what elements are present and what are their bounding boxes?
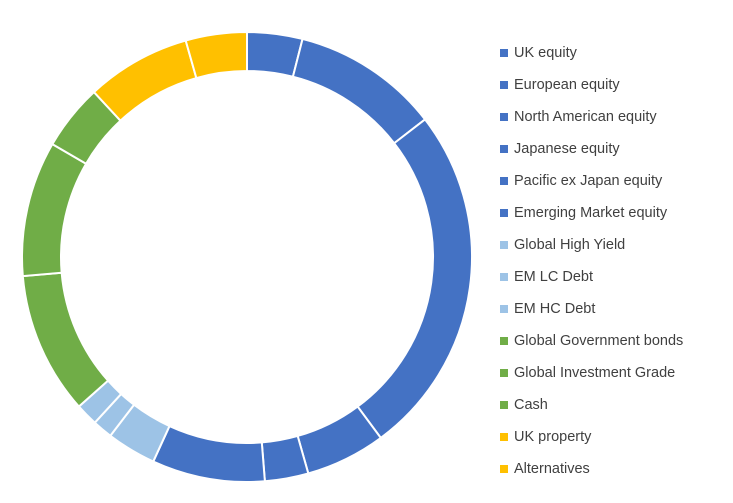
legend-swatch — [500, 113, 508, 121]
legend-label: Cash — [514, 397, 548, 413]
legend-swatch — [500, 81, 508, 89]
legend-swatch — [500, 209, 508, 217]
legend-swatch — [500, 337, 508, 345]
legend-swatch — [500, 369, 508, 377]
legend-label: Global High Yield — [514, 237, 626, 253]
doughnut-segment — [291, 37, 427, 145]
legend-item: EM LC Debt — [500, 261, 683, 293]
legend-item: Alternatives — [500, 453, 683, 485]
legend-item: North American equity — [500, 101, 683, 133]
legend-label: Pacific ex Japan equity — [514, 173, 663, 189]
legend-swatch — [500, 433, 508, 441]
legend-label: Global Government bonds — [514, 333, 684, 349]
legend-item: Japanese equity — [500, 133, 683, 165]
legend-item: UK property — [500, 421, 683, 453]
legend-item: Global High Yield — [500, 229, 683, 261]
legend-item: European equity — [500, 69, 683, 101]
legend-swatch — [500, 145, 508, 153]
legend-item: Cash — [500, 389, 683, 421]
legend-label: EM LC Debt — [514, 269, 593, 285]
legend-swatch — [500, 177, 508, 185]
legend-label: Global Investment Grade — [514, 365, 676, 381]
doughnut-segment — [21, 142, 88, 278]
legend-item: Global Investment Grade — [500, 357, 683, 389]
legend-item: Global Government bonds — [500, 325, 683, 357]
legend-swatch — [500, 49, 508, 57]
legend-label: UK equity — [514, 45, 577, 61]
doughnut-segment — [184, 30, 248, 80]
legend-label: EM HC Debt — [514, 301, 596, 317]
legend-label: North American equity — [514, 109, 657, 125]
legend-label: European equity — [514, 77, 620, 93]
legend-label: Alternatives — [514, 461, 590, 477]
legend-label: UK property — [514, 429, 592, 445]
legend-item: Emerging Market equity — [500, 197, 683, 229]
legend-swatch — [500, 465, 508, 473]
legend-swatch — [500, 241, 508, 249]
doughnut-segment — [21, 271, 110, 408]
legend-item: UK equity — [500, 37, 683, 69]
legend-swatch — [500, 305, 508, 313]
doughnut-segment — [356, 117, 473, 440]
legend-label: Japanese equity — [514, 141, 620, 157]
legend-item: EM HC Debt — [500, 293, 683, 325]
chart-legend: UK equity European equity North American… — [500, 37, 683, 485]
legend-item: Pacific ex Japan equity — [500, 165, 683, 197]
legend-swatch — [500, 273, 508, 281]
legend-label: Emerging Market equity — [514, 205, 668, 221]
doughnut-segment — [92, 39, 198, 123]
legend-swatch — [500, 401, 508, 409]
doughnut-segment — [151, 424, 266, 483]
